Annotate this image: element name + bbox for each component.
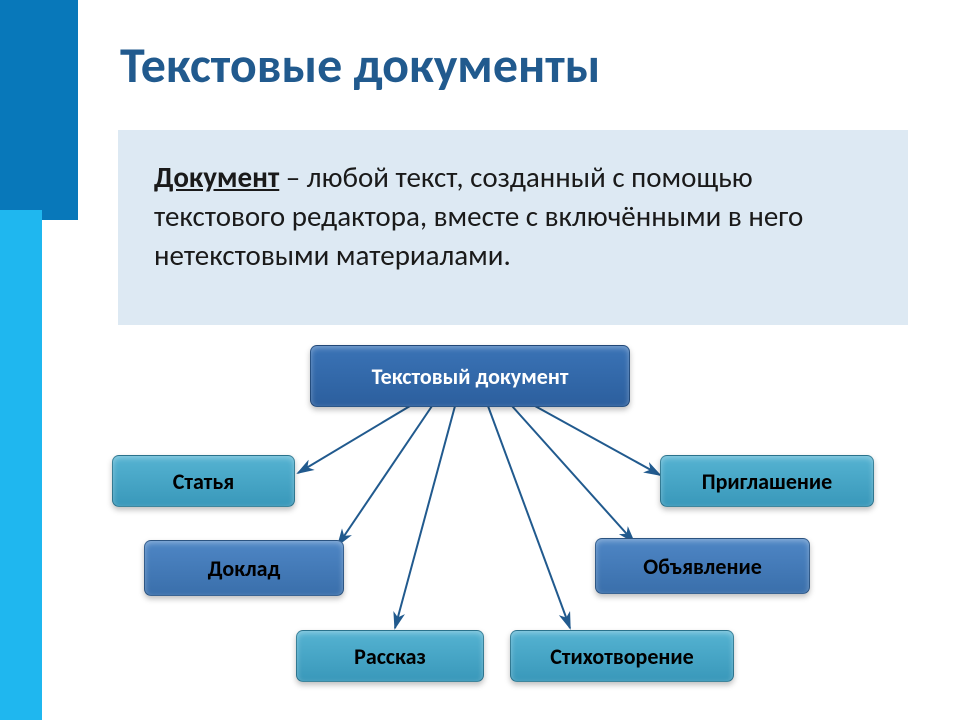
diagram-child-node: Доклад [144, 540, 344, 596]
definition-text: Документ – любой текст, созданный с помо… [154, 158, 872, 275]
node-label: Приглашение [702, 468, 832, 495]
diagram-root-node: Текстовый документ [310, 345, 630, 407]
node-label: Стихотворение [550, 643, 694, 670]
sidebar-accent-dark [0, 0, 78, 220]
definition-term: Документ [154, 159, 279, 195]
diagram-container: Текстовый документ Статья Доклад Рассказ Сти… [0, 340, 960, 710]
diagram-arrow [395, 406, 455, 628]
node-label: Текстовый документ [372, 363, 569, 390]
diagram-arrow [512, 406, 634, 542]
diagram-child-node: Рассказ [296, 630, 484, 682]
diagram-child-node: Статья [112, 455, 295, 507]
node-label: Объявление [643, 553, 762, 580]
node-label: Статья [173, 468, 234, 495]
page-title: Текстовые документы [120, 35, 600, 96]
diagram-arrow [488, 406, 570, 628]
node-label: Доклад [208, 555, 281, 582]
node-label: Рассказ [354, 643, 426, 670]
diagram-child-node: Объявление [595, 538, 810, 594]
diagram-arrow [535, 406, 660, 475]
diagram-arrow [298, 406, 410, 473]
diagram-arrow [338, 406, 432, 545]
definition-box: Документ – любой текст, созданный с помо… [118, 130, 908, 325]
diagram-child-node: Приглашение [660, 455, 874, 507]
diagram-child-node: Стихотворение [510, 630, 734, 682]
